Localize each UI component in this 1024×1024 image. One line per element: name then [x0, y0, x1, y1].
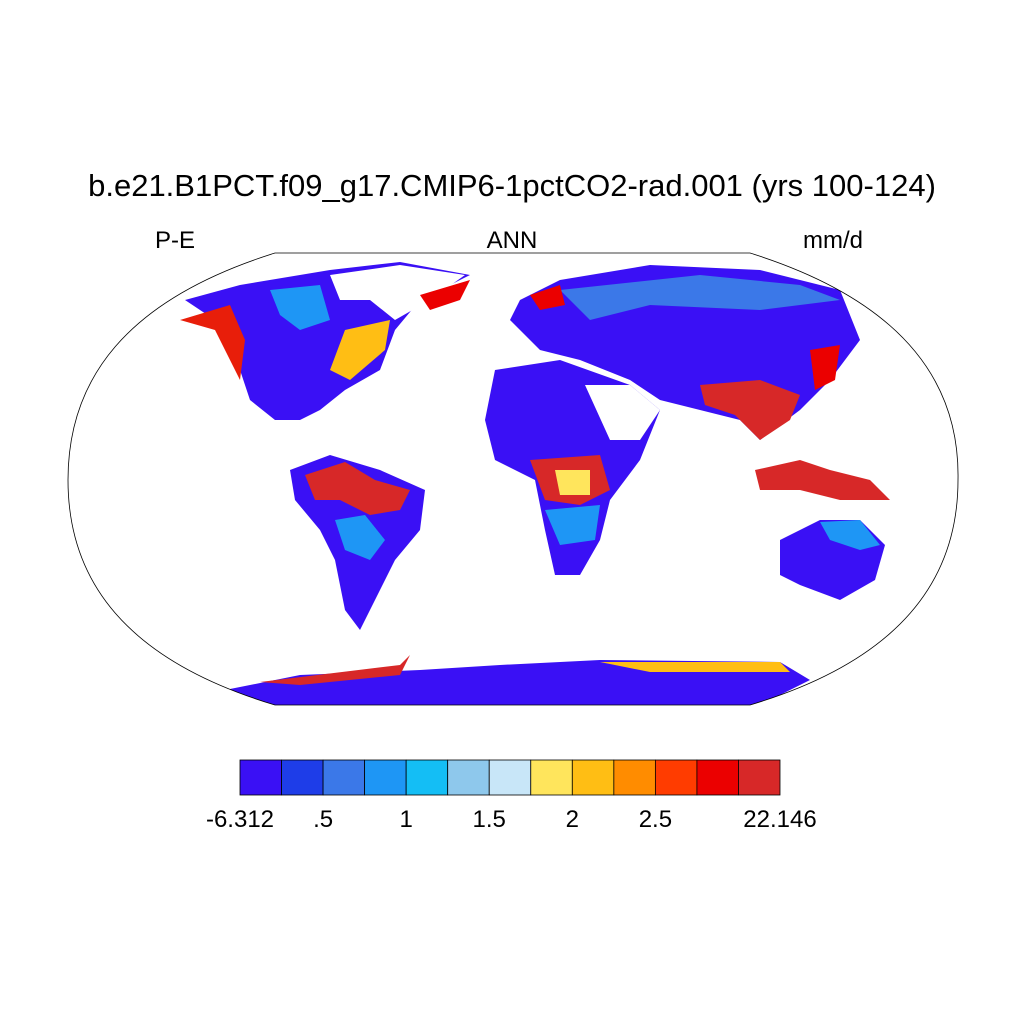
colorbar-box	[447, 759, 490, 796]
colorbar-label: 2	[566, 806, 579, 833]
patch	[330, 320, 390, 380]
patch	[270, 285, 330, 330]
colorbar-label: 2.5	[639, 806, 672, 833]
patch	[700, 380, 800, 440]
colorbar-label: .5	[313, 806, 333, 833]
colorbar-label: -6.312	[206, 806, 274, 833]
colorbar-box	[696, 759, 739, 796]
colorbar-label: 22.146	[743, 806, 816, 833]
continent	[755, 460, 890, 500]
map-outline	[67, 252, 959, 706]
map	[67, 252, 959, 706]
patch	[600, 662, 790, 672]
patch	[555, 470, 590, 495]
ice	[330, 265, 465, 320]
patch	[260, 655, 410, 685]
colorbar-box	[613, 759, 656, 796]
colorbar-box	[239, 759, 282, 796]
colorbar-label: 1.5	[473, 806, 506, 833]
right-label: mm/d	[803, 227, 863, 254]
colorbar-label: 1	[399, 806, 412, 833]
patch	[820, 520, 880, 550]
colorbar-box	[530, 759, 573, 796]
colorbar-box	[281, 759, 324, 796]
colorbar-box	[405, 759, 449, 796]
patch	[305, 462, 410, 515]
colorbar-box	[364, 759, 407, 796]
patch	[560, 275, 840, 320]
patch	[810, 345, 840, 390]
center-label: ANN	[487, 227, 538, 254]
colorbar-box	[488, 759, 532, 796]
patch	[335, 515, 385, 560]
patch	[545, 505, 600, 545]
patch	[420, 280, 470, 310]
patch	[180, 305, 245, 380]
patch	[530, 285, 565, 310]
patch	[585, 385, 660, 440]
title: b.e21.B1PCT.f09_g17.CMIP6-1pctCO2-rad.00…	[88, 168, 936, 203]
colorbar-box	[322, 759, 366, 796]
colorbar-box	[571, 759, 615, 796]
colorbar-box	[654, 759, 698, 796]
colorbar: -6.312 .5 1 1.5 2 2.5 22.146	[206, 759, 817, 833]
colorbar-box	[738, 759, 781, 796]
left-label: P-E	[155, 227, 195, 254]
